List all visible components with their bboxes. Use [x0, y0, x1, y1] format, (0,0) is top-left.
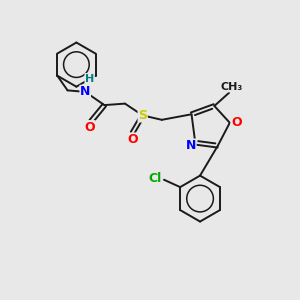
Text: S: S	[138, 109, 147, 122]
Text: O: O	[84, 121, 95, 134]
Text: H: H	[85, 74, 94, 84]
Text: N: N	[80, 85, 90, 98]
Text: O: O	[231, 116, 242, 129]
Text: CH₃: CH₃	[221, 82, 243, 92]
Text: O: O	[127, 133, 138, 146]
Text: Cl: Cl	[148, 172, 162, 185]
Text: N: N	[186, 139, 196, 152]
